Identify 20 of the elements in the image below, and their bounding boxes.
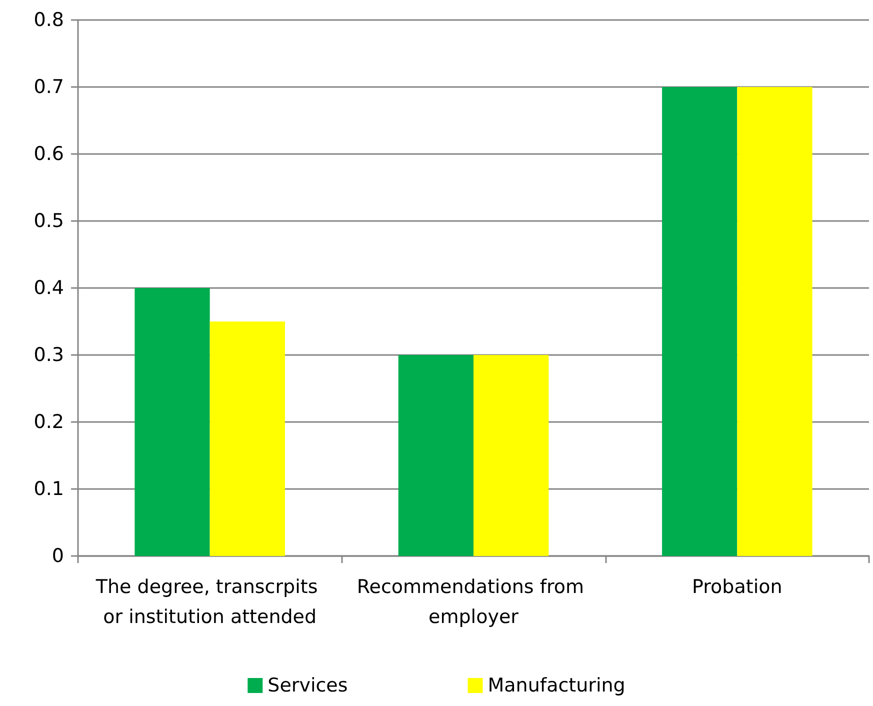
- bar: [737, 87, 812, 556]
- x-tick-label: The degree, transcrpits or institution attended: [94, 576, 324, 628]
- bar: [662, 87, 738, 556]
- bar: [210, 322, 285, 556]
- bar: [474, 355, 549, 556]
- y-tick-label: 0.6: [34, 143, 64, 165]
- y-tick-label: 0: [52, 545, 64, 567]
- legend-label: Manufacturing: [488, 674, 626, 696]
- legend-label: Services: [268, 674, 348, 696]
- bar: [398, 355, 474, 556]
- y-tick-label: 0.4: [34, 277, 64, 299]
- y-tick-label: 0.2: [34, 411, 64, 433]
- y-tick-label: 0.5: [34, 210, 64, 232]
- x-tick-label: Recommendations from employer: [356, 576, 590, 628]
- y-tick-label: 0.3: [34, 344, 64, 366]
- y-tick-label: 0.8: [34, 9, 64, 31]
- bar: [134, 288, 210, 556]
- y-tick-label: 0.1: [34, 478, 64, 500]
- y-tick-label: 0.7: [34, 76, 64, 98]
- x-tick-label: Probation: [692, 576, 782, 598]
